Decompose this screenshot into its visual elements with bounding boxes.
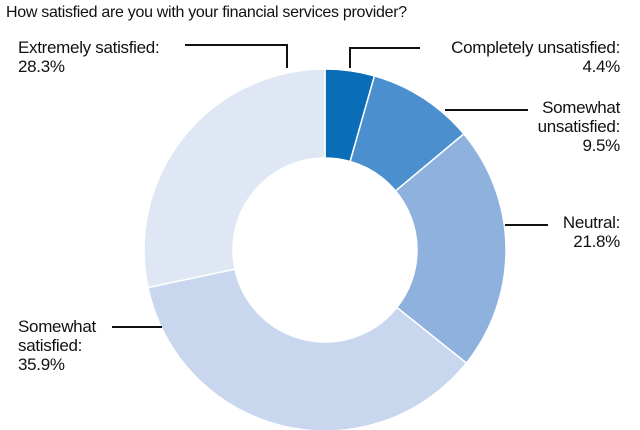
donut-segment [394,132,507,365]
slice-label: Neutral: 21.8% [530,213,620,251]
donut-segment [143,68,326,289]
chart-title: How satisfied are you with your financia… [6,4,407,21]
category-label: Somewhat satisfied: [18,317,96,355]
slice-label: Somewhat satisfied: 35.9% [18,317,118,374]
leader-line [349,47,420,68]
donut-segment [147,268,468,430]
value-label: 35.9% [18,355,65,374]
category-label: Neutral: [562,213,620,232]
category-label: Extremely satisfied: [18,38,160,57]
category-label: Completely unsatisfied: [451,38,620,57]
value-label: 9.5% [582,136,620,155]
slice-label: Extremely satisfied: 28.3% [18,38,188,76]
slice-label: Somewhat unsatisfied: 9.5% [525,98,621,155]
value-label: 4.4% [582,57,620,76]
value-label: 28.3% [18,57,65,76]
leader-line [185,44,288,68]
slice-label: Completely unsatisfied: 4.4% [420,38,620,76]
category-label: Somewhat unsatisfied: [537,98,621,136]
value-label: 21.8% [573,232,620,251]
